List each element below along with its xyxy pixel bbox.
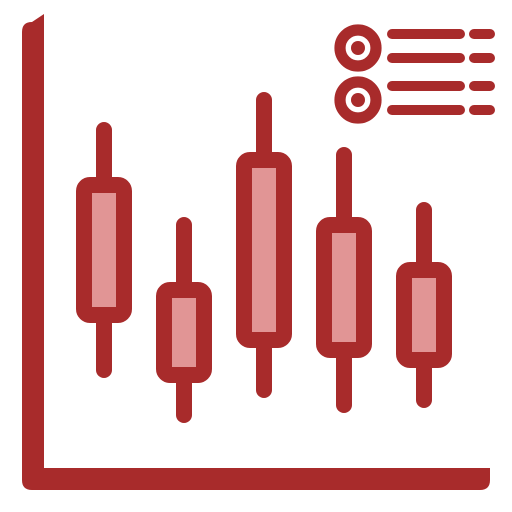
legend-bullet-1 — [340, 30, 376, 66]
candle-5 — [404, 210, 444, 400]
legend — [340, 30, 490, 118]
candle-3 — [244, 100, 284, 390]
candlestick-chart-icon — [0, 0, 512, 512]
candle-1 — [84, 130, 124, 370]
legend-bullet-2 — [340, 82, 376, 118]
candle-2 — [164, 225, 204, 415]
candles — [84, 100, 444, 415]
candle-4 — [324, 155, 364, 405]
